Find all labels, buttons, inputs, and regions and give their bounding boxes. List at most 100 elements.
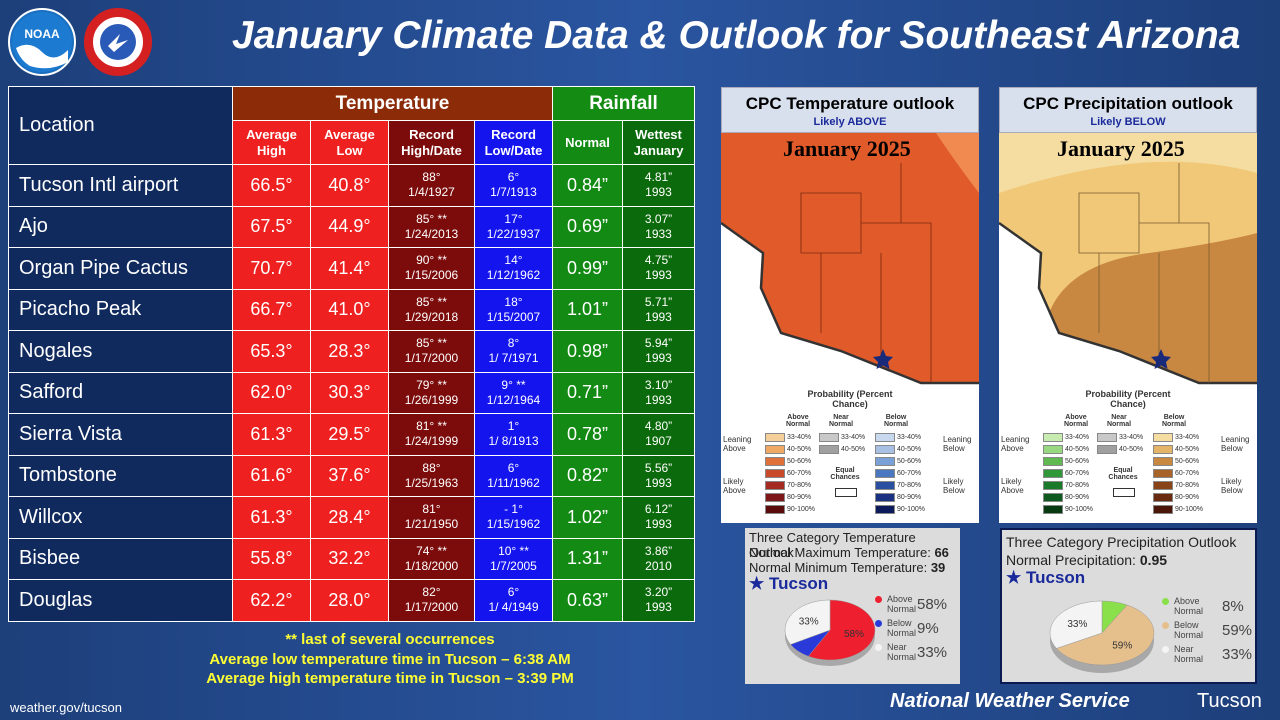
avg-high-header: Average High xyxy=(232,120,311,165)
legend-below-range: 40-50% xyxy=(897,446,922,453)
footnote-occurrences: ** last of several occurrences xyxy=(285,631,495,648)
table-body: Tucson Intl airport 66.5° 40.8° 88° 1/4/1927… xyxy=(8,164,695,622)
pie-legend-value: 33% xyxy=(1222,646,1253,663)
noaa-logo: NOAA xyxy=(8,8,76,76)
legend-above-swatch xyxy=(1043,445,1063,454)
location-cell: Nogales xyxy=(8,330,233,373)
precip-outlook-title: CPC Precipitation outlook xyxy=(1023,94,1233,113)
wettest-cell: 5.94” 1993 xyxy=(622,330,695,373)
normal-rain-cell: 1.01” xyxy=(552,288,623,331)
wettest-cell: 5.71” 1993 xyxy=(622,288,695,331)
record-low-cell: 6° 1/11/1962 xyxy=(474,454,553,497)
normal-rain-cell: 0.69” xyxy=(552,205,623,248)
legend-equal-swatch xyxy=(835,488,857,497)
record-low-value: 14° xyxy=(504,253,523,268)
wettest-cell: 4.80” 1907 xyxy=(622,413,695,456)
pie-legend-label: Below Normal xyxy=(887,618,917,638)
normal-rain-cell: 0.82” xyxy=(552,454,623,497)
pie-legend-label: Near Normal xyxy=(1174,644,1204,664)
legend-below-swatch xyxy=(875,469,895,478)
climate-table: Location Temperature Rainfall Average Hi… xyxy=(8,86,695,622)
legend-below-range: 33-40% xyxy=(897,434,922,441)
wettest-cell: 5.56” 1993 xyxy=(622,454,695,497)
record-low-cell: 1° 1/ 8/1913 xyxy=(474,413,553,456)
avg-high-cell: 66.7° xyxy=(232,288,311,331)
table-row: Tucson Intl airport 66.5° 40.8° 88° 1/4/1927… xyxy=(8,164,695,207)
pie-legend-value: 59% xyxy=(1222,622,1253,639)
footnotes: ** last of several occurrences Average l… xyxy=(150,630,630,689)
record-high-value: 85° ** xyxy=(416,336,447,351)
wettest-year: 1993 xyxy=(645,185,672,200)
wettest-year: 1933 xyxy=(645,226,672,241)
record-high-value: 85° ** xyxy=(416,294,447,309)
legend-col-above: Above Normal xyxy=(1063,414,1089,428)
record-high-cell: 85° ** 1/17/2000 xyxy=(388,330,475,373)
pie-slice xyxy=(784,599,831,645)
normal-rain-cell: 1.02” xyxy=(552,496,623,539)
legend-below-swatch xyxy=(875,481,895,490)
temp-pie-panel: Three Category Temperature Outlook Norma… xyxy=(745,528,960,684)
avg-low-cell: 41.4° xyxy=(310,247,389,290)
avg-low-cell: 28.4° xyxy=(310,496,389,539)
record-high-cell: 88° 1/25/1963 xyxy=(388,454,475,497)
record-high-value: 81° ** xyxy=(416,419,447,434)
record-low-date: 1/12/1962 xyxy=(486,268,541,283)
temperature-header: Temperature xyxy=(232,86,553,121)
wettest-year: 1907 xyxy=(645,434,672,449)
legend-below-range: 80-90% xyxy=(1175,494,1200,501)
wettest-cell: 3.86” 2010 xyxy=(622,537,695,580)
noaa-logo-icon: NOAA xyxy=(12,12,72,72)
pie-legend-dot xyxy=(875,620,882,627)
record-high-cell: 82° 1/17/2000 xyxy=(388,579,475,622)
pie-legend-label: Above Normal xyxy=(887,594,917,614)
record-high-value: 88° xyxy=(422,170,441,185)
precip-pie-city: Tucson xyxy=(1025,568,1086,587)
legend-leaning-below: Leaning Below xyxy=(1221,435,1250,453)
wettest-year: 1993 xyxy=(645,475,672,490)
nws-logo xyxy=(84,8,152,76)
record-low-value: 8° xyxy=(507,336,520,351)
record-low-cell: 8° 1/ 7/1971 xyxy=(474,330,553,373)
avg-low-cell: 30.3° xyxy=(310,371,389,414)
legend-title: Probability (Percent Chance) xyxy=(1085,389,1171,409)
website-link[interactable]: weather.gov/tucson xyxy=(10,700,123,715)
record-low-cell: 6° 1/7/1913 xyxy=(474,164,553,207)
record-low-value: 9° ** xyxy=(501,377,526,392)
pie-slice-label: 33% xyxy=(1067,619,1087,630)
temp-map-region xyxy=(721,133,979,383)
record-high-value: 85° ** xyxy=(416,211,447,226)
legend-col-below: Below Normal xyxy=(883,414,909,428)
avg-high-cell: 61.3° xyxy=(232,413,311,456)
normal-rain-cell: 0.84” xyxy=(552,164,623,207)
legend-col-near: Near Normal xyxy=(1106,414,1132,428)
normal-max-label: Normal Maximum Temperature: xyxy=(749,545,931,560)
temp-pie-chart: 58% 33% xyxy=(784,599,876,666)
wettest-year: 1993 xyxy=(645,517,672,532)
table-row: Willcox 61.3° 28.4° 81° 1/21/1950- 1° 1/15/19… xyxy=(8,496,695,539)
wettest-value: 3.07” xyxy=(644,211,673,226)
legend-above-range: 50-60% xyxy=(1065,458,1090,465)
record-low-cell: 10° ** 1/7/2005 xyxy=(474,537,553,580)
temp-outlook-map: January 2025 Probability (Percent Chance… xyxy=(720,133,979,523)
pie-slice-label: 33% xyxy=(799,617,819,628)
avg-high-cell: 62.2° xyxy=(232,579,311,622)
record-low-date: 1/ 4/1949 xyxy=(488,600,539,615)
legend-above-swatch xyxy=(1043,457,1063,466)
legend-col-near: Near Normal xyxy=(828,414,854,428)
avg-high-cell: 70.7° xyxy=(232,247,311,290)
footer-office: Tucson xyxy=(1197,690,1262,712)
legend-above-range: 40-50% xyxy=(787,446,812,453)
legend-below-swatch xyxy=(1153,457,1173,466)
normal-rain-cell: 0.98” xyxy=(552,330,623,373)
precip-map-svg xyxy=(998,133,1257,388)
table-row: Nogales 65.3° 28.3° 85° ** 1/17/2000 8° 1/ 7/1… xyxy=(8,330,695,373)
avg-low-cell: 40.8° xyxy=(310,164,389,207)
legend-below-swatch xyxy=(875,493,895,502)
legend-above-swatch xyxy=(765,493,785,502)
wettest-cell: 3.20” 1993 xyxy=(622,579,695,622)
legend-near-range: 40-50% xyxy=(841,446,866,453)
record-low-value: 1° xyxy=(507,419,520,434)
legend-equal-chances: Equal Chances xyxy=(830,467,860,481)
record-high-value: 82° xyxy=(422,585,441,600)
normal-precip-label: Normal Precipitation: xyxy=(1006,552,1136,568)
